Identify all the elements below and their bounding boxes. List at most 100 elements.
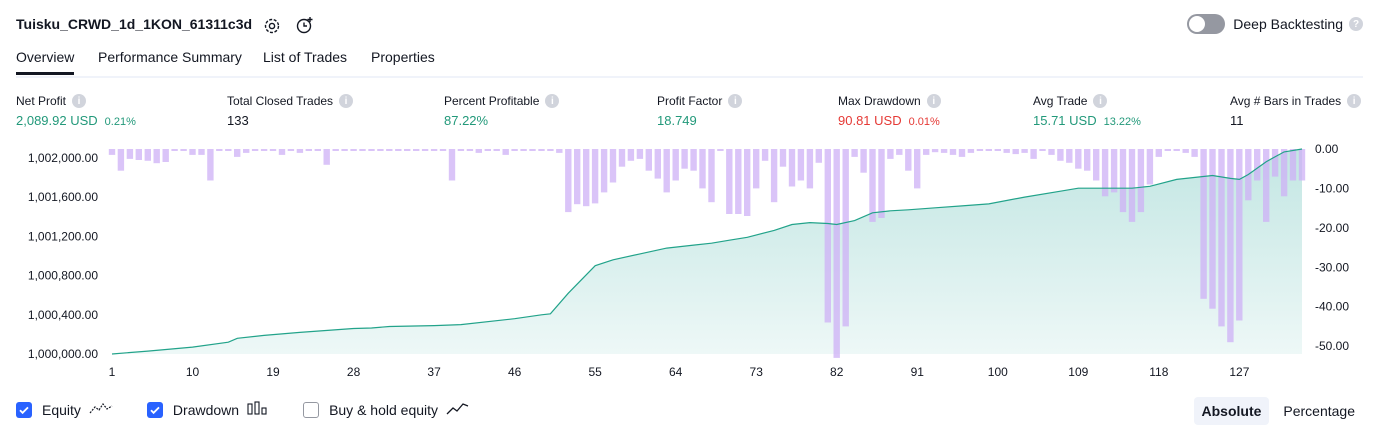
legend-drawdown[interactable]: Drawdown bbox=[146, 400, 269, 419]
info-icon[interactable]: i bbox=[926, 94, 941, 108]
drawdown-bar bbox=[475, 149, 482, 153]
x-axis-tick-label: 46 bbox=[508, 365, 522, 379]
info-icon[interactable]: i bbox=[1093, 94, 1108, 108]
drawdown-bar bbox=[923, 149, 930, 155]
buy-hold-checkbox[interactable] bbox=[303, 401, 320, 418]
drawdown-bar bbox=[1128, 149, 1136, 222]
drawdown-bar bbox=[502, 149, 509, 155]
drawdown-bar bbox=[699, 149, 706, 189]
drawdown-bar bbox=[1289, 149, 1297, 181]
drawdown-bar bbox=[1057, 149, 1064, 161]
info-icon[interactable]: i bbox=[728, 94, 743, 108]
drawdown-bar bbox=[788, 149, 796, 187]
add-to-chart-icon[interactable] bbox=[294, 14, 316, 36]
drawdown-bar bbox=[207, 149, 214, 181]
deep-backtesting-toggle[interactable] bbox=[1187, 14, 1226, 34]
drawdown-bar bbox=[448, 149, 456, 181]
drawdown-bar bbox=[520, 149, 527, 151]
tab-performance-summary[interactable]: Performance Summary bbox=[98, 49, 242, 65]
metric-label: Max Drawdown bbox=[838, 94, 921, 108]
drawdown-bar bbox=[466, 149, 474, 151]
drawdown-bar bbox=[225, 149, 232, 151]
drawdown-bar bbox=[1236, 149, 1243, 321]
info-icon[interactable]: i bbox=[545, 94, 560, 108]
right-axis-tick-label: -50.00 bbox=[1315, 339, 1349, 353]
drawdown-bar bbox=[260, 149, 268, 151]
drawdown-bar bbox=[779, 149, 787, 167]
tab-overview[interactable]: Overview bbox=[16, 49, 75, 75]
drawdown-bar bbox=[1254, 149, 1261, 181]
metric-avg-bars-in-trades: Avg # Bars in Trades i 11 bbox=[1230, 94, 1362, 128]
drawdown-bar bbox=[618, 149, 626, 167]
info-icon[interactable]: i bbox=[1347, 94, 1362, 108]
drawdown-bar bbox=[234, 149, 241, 157]
drawdown-bar bbox=[153, 149, 160, 164]
drawdown-bar bbox=[377, 149, 384, 151]
drawdown-bar bbox=[636, 149, 644, 159]
settings-gear-icon[interactable] bbox=[261, 14, 283, 36]
drawdown-bar bbox=[296, 149, 304, 153]
drawdown-bar bbox=[574, 149, 581, 205]
drawdown-bar bbox=[547, 149, 554, 151]
chart-legend: Equity Drawdown Buy & hold equity bbox=[16, 400, 504, 419]
drawdown-bar bbox=[1066, 149, 1073, 163]
drawdown-bar bbox=[359, 149, 366, 151]
tab-list-of-trades[interactable]: List of Trades bbox=[263, 49, 348, 65]
drawdown-bar bbox=[341, 149, 348, 151]
x-axis-tick-label: 64 bbox=[669, 365, 683, 379]
drawdown-bar bbox=[216, 149, 223, 151]
x-axis-tick-label: 127 bbox=[1229, 365, 1249, 379]
drawdown-bar bbox=[538, 149, 545, 151]
drawdown-bar bbox=[905, 149, 912, 171]
drawdown-bar bbox=[761, 149, 769, 161]
drawdown-bar bbox=[654, 149, 661, 179]
left-axis-tick-label: 1,000,800.00 bbox=[28, 269, 98, 283]
drawdown-bar bbox=[323, 149, 330, 165]
percentage-button[interactable]: Percentage bbox=[1283, 403, 1355, 419]
left-axis-tick-label: 1,001,200.00 bbox=[28, 229, 98, 243]
legend-buy-hold-equity[interactable]: Buy & hold equity bbox=[303, 400, 470, 419]
drawdown-bar bbox=[583, 149, 590, 207]
drawdown-bar bbox=[269, 149, 277, 151]
metric-percent-profitable: Percent Profitable i 87.22% bbox=[444, 94, 560, 128]
drawdown-bar bbox=[1218, 149, 1225, 327]
metric-value: 133 bbox=[227, 113, 249, 128]
metric-net-profit: Net Profit i 2,089.92 USD 0.21% bbox=[16, 94, 136, 128]
info-icon[interactable]: i bbox=[339, 94, 354, 108]
toggle-knob bbox=[1189, 16, 1206, 32]
metric-value: 15.71 USD bbox=[1033, 113, 1097, 128]
drawdown-bar bbox=[198, 149, 205, 155]
drawdown-bar bbox=[833, 149, 840, 358]
drawdown-bar bbox=[511, 149, 518, 151]
equity-line-icon bbox=[89, 400, 113, 419]
drawdown-bar bbox=[144, 149, 151, 161]
info-icon[interactable]: i bbox=[72, 94, 87, 108]
drawdown-bar bbox=[1030, 149, 1037, 159]
equity-checkbox[interactable] bbox=[16, 401, 32, 418]
absolute-button[interactable]: Absolute bbox=[1193, 397, 1270, 425]
metric-percent: 0.01% bbox=[908, 116, 940, 128]
left-axis: 1,002,000.00 1,001,600.00 1,001,200.00 1,00… bbox=[28, 151, 98, 361]
drawdown-bar bbox=[806, 149, 814, 189]
legend-equity[interactable]: Equity bbox=[16, 400, 113, 419]
drawdown-checkbox[interactable] bbox=[146, 401, 163, 418]
help-icon[interactable]: ? bbox=[1349, 17, 1363, 31]
equity-drawdown-chart[interactable]: 1,002,000.00 1,001,600.00 1,001,200.00 1,00… bbox=[0, 138, 1379, 393]
drawdown-bar bbox=[914, 149, 921, 189]
drawdown-bar bbox=[1110, 149, 1118, 193]
value-mode-switch: Absolute Percentage bbox=[1188, 397, 1364, 425]
drawdown-bar bbox=[949, 149, 957, 155]
drawdown-bar bbox=[421, 149, 429, 151]
drawdown-bar bbox=[1003, 149, 1010, 153]
drawdown-bar bbox=[690, 149, 697, 171]
drawdown-bar bbox=[994, 149, 1001, 151]
drawdown-bar bbox=[287, 149, 295, 151]
drawdown-bar bbox=[1084, 149, 1091, 171]
drawdown-bar bbox=[278, 149, 286, 155]
drawdown-bar bbox=[413, 149, 420, 151]
drawdown-bar bbox=[1173, 149, 1180, 151]
drawdown-bar bbox=[1182, 149, 1189, 153]
drawdown-bar bbox=[940, 149, 948, 153]
tab-properties[interactable]: Properties bbox=[371, 49, 435, 65]
drawdown-bar bbox=[663, 149, 670, 193]
